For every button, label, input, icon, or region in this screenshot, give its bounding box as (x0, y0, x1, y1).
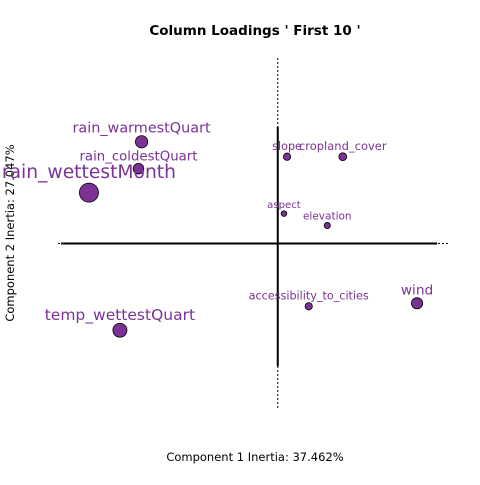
point-label-wind: wind (401, 283, 433, 299)
data-point-rain-wettestMonth (79, 183, 98, 202)
chart-title: Column Loadings ' First 10 ' (149, 23, 360, 39)
point-label-rain-wettestMonth: rain_wettestMonth (2, 162, 176, 183)
point-label-slope: slope (272, 140, 302, 153)
data-point-aspect (281, 211, 287, 217)
labels-layer: rain_warmestQuartrain_coldestQuartrain_w… (2, 121, 433, 326)
data-point-wind (411, 298, 422, 309)
point-label-cropland-cover: cropland_cover (299, 139, 387, 153)
point-label-aspect: aspect (267, 200, 301, 211)
point-label-elevation: elevation (303, 210, 352, 222)
data-point-accessibility-to-cities (305, 303, 312, 310)
data-point-slope (283, 153, 290, 160)
point-label-accessibility-to-cities: accessibility_to_cities (249, 290, 369, 303)
axes-layer (58, 58, 448, 408)
data-point-elevation (324, 222, 330, 228)
data-point-rain-warmestQuart (135, 136, 147, 148)
x-axis-title: Component 1 Inertia: 37.462% (166, 450, 343, 464)
data-point-cropland-cover (339, 153, 347, 161)
point-label-rain-warmestQuart: rain_warmestQuart (73, 121, 211, 137)
data-point-temp-wettestQuart (113, 323, 127, 337)
point-label-temp-wettestQuart: temp_wettestQuart (45, 306, 195, 325)
